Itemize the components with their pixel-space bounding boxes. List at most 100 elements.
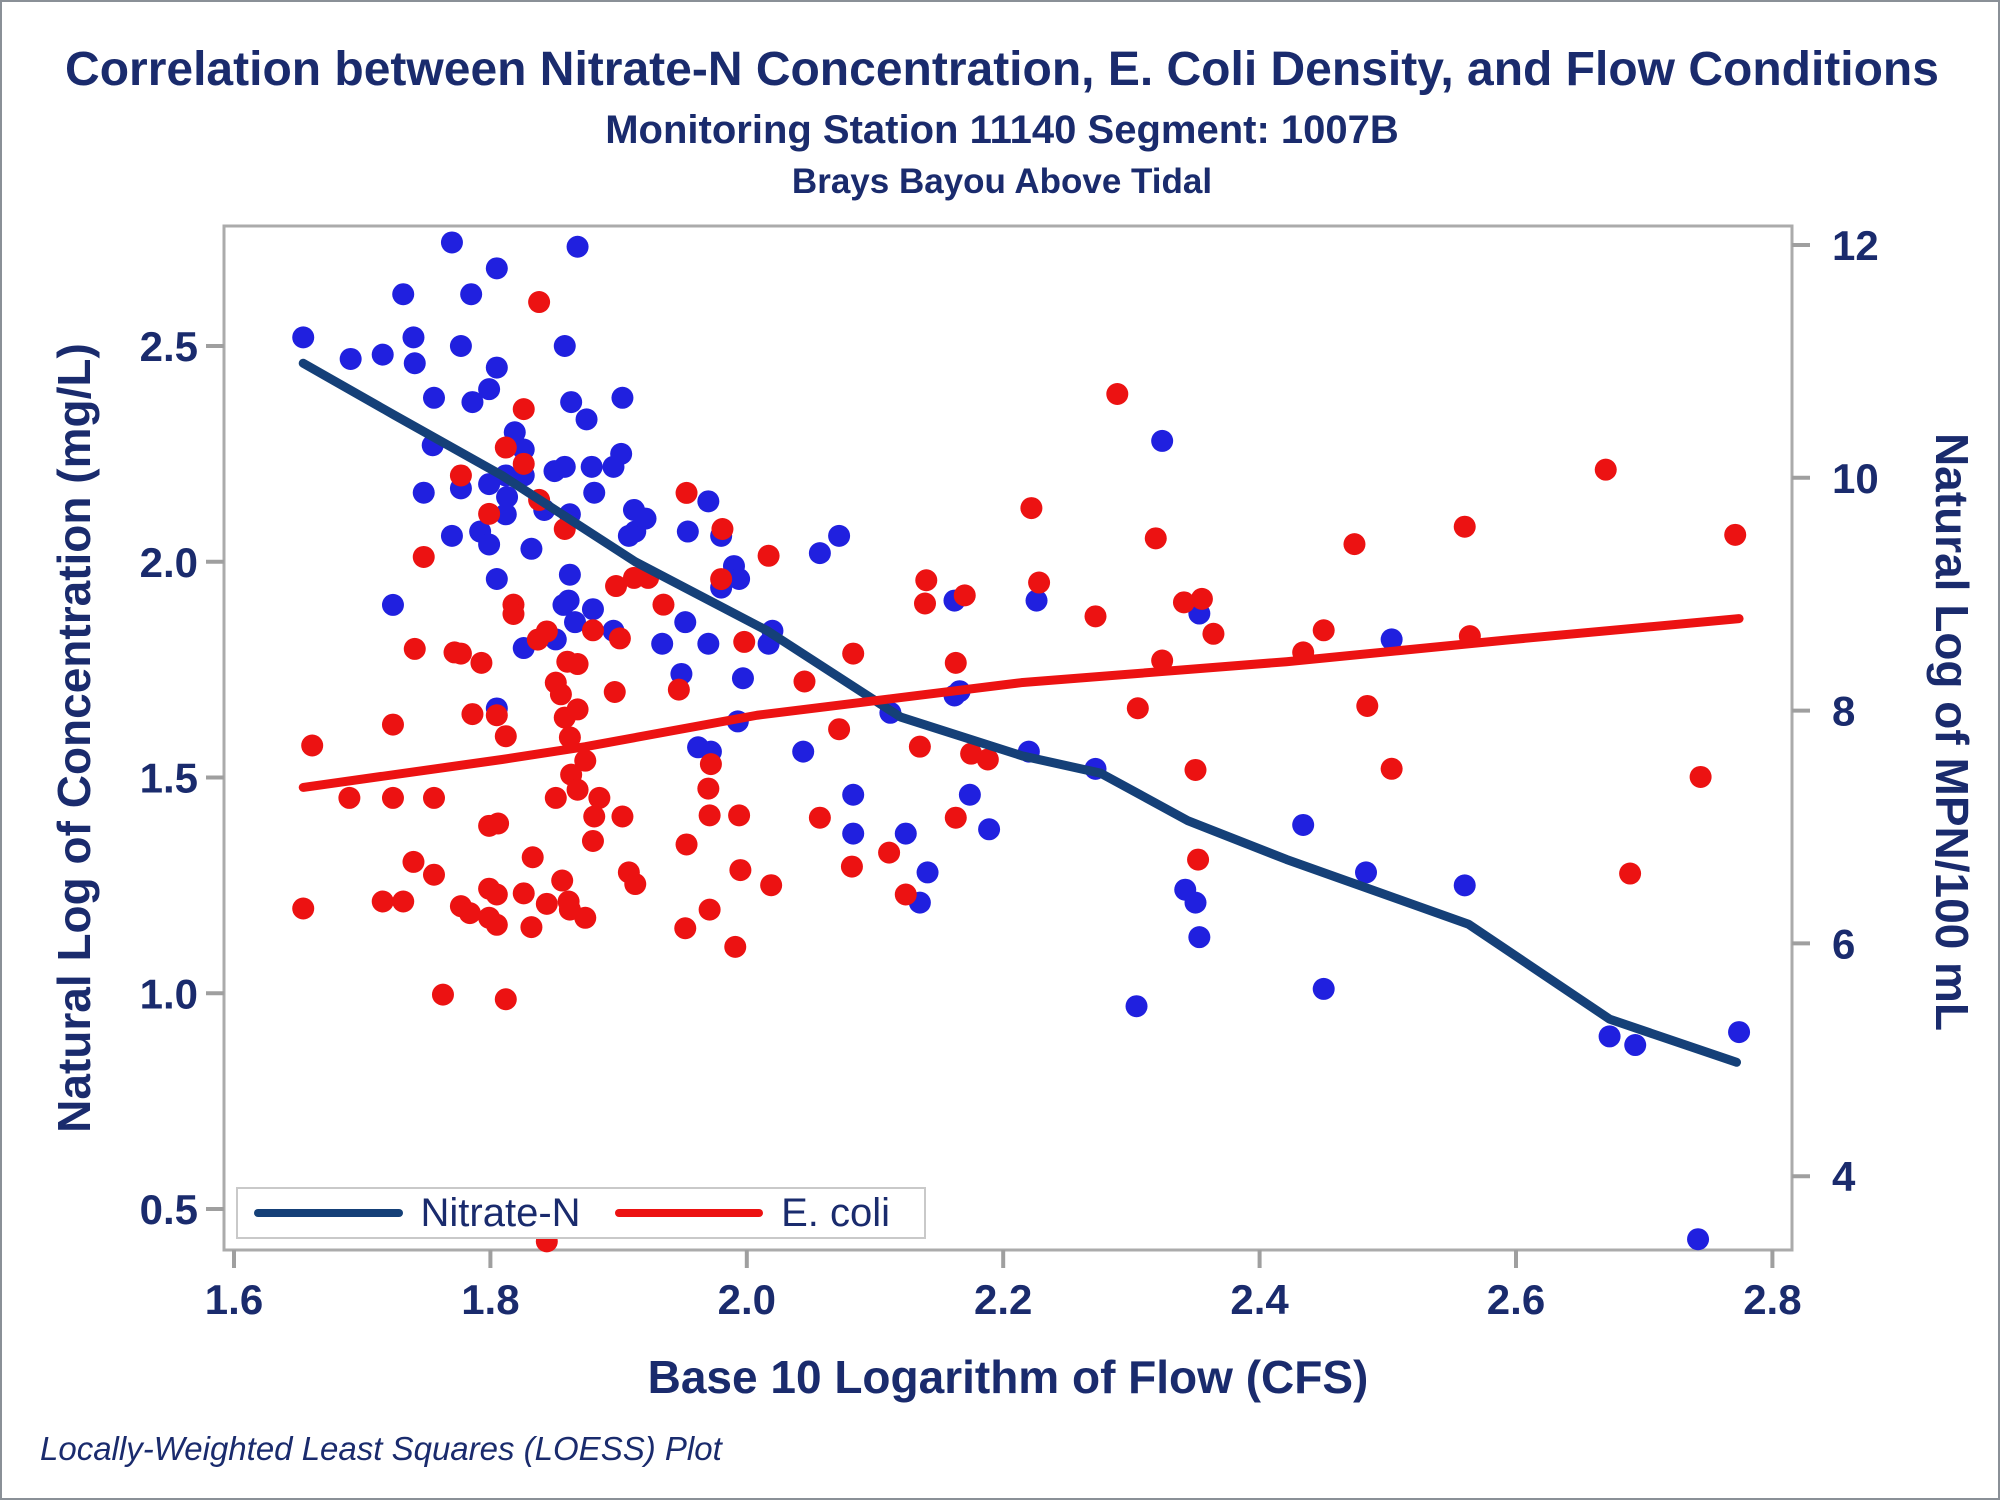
- legend-ecoli-label: E. coli: [781, 1190, 890, 1235]
- nitrate-data-point: [392, 283, 415, 306]
- nitrate-data-point: [1292, 813, 1315, 836]
- ecoli-data-point: [652, 593, 675, 616]
- left-y-tick-label: 2.0: [140, 539, 198, 586]
- ecoli-data-point: [675, 833, 698, 856]
- ecoli-data-point: [624, 873, 647, 896]
- nitrate-data-point: [1380, 628, 1403, 651]
- ecoli-data-point: [292, 897, 315, 920]
- ecoli-data-point: [566, 698, 589, 721]
- ecoli-data-point: [944, 651, 967, 674]
- ecoli-data-point: [371, 890, 394, 913]
- ecoli-data-point: [549, 683, 572, 706]
- ecoli-data-point: [710, 568, 733, 591]
- ecoli-data-point: [502, 602, 525, 625]
- nitrate-data-point: [894, 822, 917, 845]
- legend-nitrate-line-swatch: [254, 1209, 403, 1217]
- ecoli-data-point: [1028, 571, 1051, 594]
- nitrate-data-point: [1355, 861, 1378, 884]
- ecoli-data-point: [1172, 591, 1195, 614]
- ecoli-data-point: [908, 735, 931, 758]
- chart-subtitle-location: Brays Bayou Above Tidal: [791, 162, 1213, 201]
- ecoli-data-point: [381, 713, 404, 736]
- ecoli-data-point: [512, 398, 535, 421]
- ecoli-data-point: [878, 841, 901, 864]
- nitrate-data-point: [792, 740, 815, 763]
- nitrate-data-point: [808, 542, 831, 565]
- ecoli-data-point: [711, 518, 734, 541]
- nitrate-data-point: [728, 568, 751, 591]
- ecoli-data-point: [724, 935, 747, 958]
- ecoli-data-point: [535, 620, 558, 643]
- ecoli-data-point: [583, 805, 606, 828]
- x-tick-label: 2.2: [974, 1276, 1032, 1323]
- chart-subtitle-station: Monitoring Station 11140 Segment: 1007B: [605, 108, 1399, 152]
- nitrate-data-point: [440, 231, 463, 254]
- ecoli-data-point: [431, 983, 454, 1006]
- ecoli-data-point: [485, 704, 508, 727]
- nitrate-data-point: [602, 455, 625, 478]
- ecoli-data-point: [566, 653, 589, 676]
- ecoli-data-point: [667, 678, 690, 701]
- ecoli-data-point: [581, 829, 604, 852]
- legend-nitrate-label: Nitrate-N: [420, 1190, 581, 1235]
- ecoli-data-point: [301, 734, 324, 757]
- nitrate-data-point: [731, 667, 754, 690]
- ecoli-data-point: [512, 452, 535, 475]
- nitrate-data-point: [292, 326, 315, 349]
- nitrate-data-point: [412, 481, 435, 504]
- ecoli-data-point: [422, 863, 445, 886]
- ecoli-data-point: [1202, 622, 1225, 645]
- nitrate-data-point: [1184, 891, 1207, 914]
- plot-frame: [222, 224, 1794, 1252]
- ecoli-data-point: [1724, 523, 1747, 546]
- ecoli-data-point: [793, 670, 816, 693]
- ecoli-data-point: [697, 777, 720, 800]
- ecoli-data-point: [422, 786, 445, 809]
- ecoli-data-point: [603, 680, 626, 703]
- ecoli-data-point: [953, 584, 976, 607]
- ecoli-data-point: [574, 906, 597, 929]
- nitrate-data-point: [1188, 926, 1211, 949]
- legend: Nitrate-N E. coli: [236, 1187, 926, 1239]
- ecoli-data-point: [558, 726, 581, 749]
- ecoli-data-point: [1020, 497, 1043, 520]
- nitrate-data-point: [697, 632, 720, 655]
- ecoli-data-point: [512, 882, 535, 905]
- ecoli-data-point: [1312, 619, 1335, 642]
- ecoli-data-point: [733, 630, 756, 653]
- chart-title: Correlation between Nitrate-N Concentrat…: [65, 43, 1939, 96]
- right-y-tick-label: 10: [1832, 455, 1879, 502]
- nitrate-data-point: [485, 356, 508, 379]
- nitrate-data-point: [575, 408, 598, 431]
- left-y-tick-label: 1.0: [140, 970, 198, 1017]
- ecoli-data-point: [757, 544, 780, 567]
- nitrate-data-point: [485, 568, 508, 591]
- ecoli-data-point: [521, 846, 544, 869]
- nitrate-data-point: [916, 861, 939, 884]
- nitrate-data-point: [381, 593, 404, 616]
- nitrate-data-point: [1687, 1228, 1710, 1251]
- x-tick-label: 2.4: [1230, 1276, 1289, 1323]
- ecoli-data-point: [944, 806, 967, 829]
- right-y-tick-label: 8: [1832, 688, 1855, 735]
- nitrate-data-point: [496, 486, 519, 509]
- nitrate-data-point: [580, 455, 603, 478]
- ecoli-data-point: [338, 786, 361, 809]
- ecoli-data-point: [470, 651, 493, 674]
- ecoli-data-point: [760, 874, 783, 897]
- ecoli-data-point: [1356, 694, 1379, 717]
- ecoli-data-point: [574, 749, 597, 772]
- ecoli-data-point: [1084, 605, 1107, 628]
- nitrate-data-point: [520, 537, 543, 560]
- nitrate-data-point: [440, 524, 463, 547]
- nitrate-data-point: [478, 473, 501, 496]
- nitrate-data-point: [478, 533, 501, 556]
- ecoli-data-point: [494, 725, 517, 748]
- ecoli-data-point: [605, 575, 628, 598]
- ecoli-data-point: [461, 703, 484, 726]
- nitrate-data-point: [422, 386, 445, 409]
- ecoli-data-point: [402, 850, 425, 873]
- ecoli-data-point: [728, 804, 751, 827]
- ecoli-data-point: [535, 892, 558, 915]
- nitrate-data-point: [402, 326, 425, 349]
